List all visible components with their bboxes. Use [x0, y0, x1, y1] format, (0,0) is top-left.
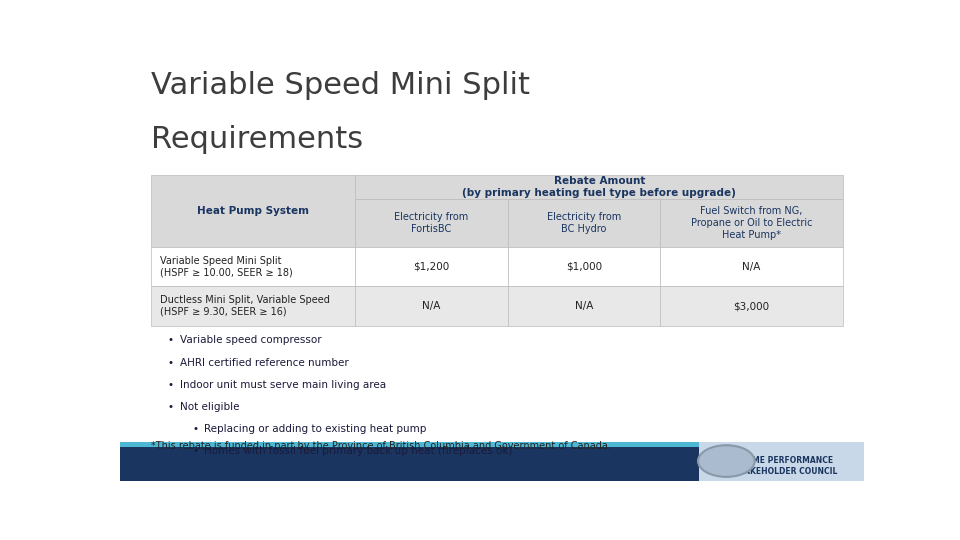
Text: Indoor unit must serve main living area: Indoor unit must serve main living area [180, 380, 386, 389]
FancyBboxPatch shape [508, 247, 660, 286]
FancyBboxPatch shape [355, 286, 508, 326]
FancyBboxPatch shape [660, 199, 843, 247]
Text: Fuel Switch from NG,
Propane or Oil to Electric
Heat Pump*: Fuel Switch from NG, Propane or Oil to E… [691, 206, 812, 240]
FancyBboxPatch shape [120, 442, 864, 447]
Text: Replacing or adding to existing heat pump: Replacing or adding to existing heat pum… [204, 423, 426, 434]
FancyBboxPatch shape [508, 199, 660, 247]
Text: AHRI certified reference number: AHRI certified reference number [180, 357, 348, 368]
Text: N/A: N/A [742, 262, 760, 272]
Text: Electricity from
FortisBC: Electricity from FortisBC [395, 212, 468, 234]
FancyBboxPatch shape [355, 175, 843, 199]
Text: Heat Pump System: Heat Pump System [198, 206, 309, 216]
FancyBboxPatch shape [152, 175, 355, 247]
Circle shape [698, 446, 755, 477]
Text: Electricity from
BC Hydro: Electricity from BC Hydro [546, 212, 621, 234]
Text: STAKEHOLDER COUNCIL: STAKEHOLDER COUNCIL [734, 467, 837, 476]
Text: Ductless Mini Split, Variable Speed
(HSPF ≥ 9.30, SEER ≥ 16): Ductless Mini Split, Variable Speed (HSP… [160, 295, 330, 317]
Text: Requirements: Requirements [152, 125, 364, 154]
Text: Rebate Amount
(by primary heating fuel type before upgrade): Rebate Amount (by primary heating fuel t… [463, 176, 736, 198]
Text: HOME PERFORMANCE: HOME PERFORMANCE [739, 456, 833, 465]
Text: Variable speed compressor: Variable speed compressor [180, 335, 322, 346]
Text: •: • [168, 335, 174, 346]
FancyBboxPatch shape [660, 286, 843, 326]
Text: *This rebate is funded in part by the Province of British Columbia and Governmen: *This rebate is funded in part by the Pr… [152, 441, 612, 451]
FancyBboxPatch shape [699, 442, 864, 481]
Text: Variable Speed Mini Split
(HSPF ≥ 10.00, SEER ≥ 18): Variable Speed Mini Split (HSPF ≥ 10.00,… [160, 256, 293, 278]
Text: •: • [192, 446, 198, 456]
Text: Not eligible: Not eligible [180, 402, 239, 411]
Text: •: • [192, 423, 198, 434]
Text: •: • [168, 402, 174, 411]
Text: N/A: N/A [574, 301, 593, 311]
FancyBboxPatch shape [152, 286, 355, 326]
FancyBboxPatch shape [152, 247, 355, 286]
Text: N/A: N/A [422, 301, 441, 311]
Text: $3,000: $3,000 [733, 301, 770, 311]
Text: $1,000: $1,000 [565, 262, 602, 272]
FancyBboxPatch shape [355, 199, 508, 247]
FancyBboxPatch shape [660, 247, 843, 286]
Text: $1,200: $1,200 [414, 262, 449, 272]
Text: Homes with fossil fuel primary back up heat (fireplaces ok): Homes with fossil fuel primary back up h… [204, 446, 513, 456]
FancyBboxPatch shape [508, 286, 660, 326]
FancyBboxPatch shape [355, 247, 508, 286]
Text: •: • [168, 357, 174, 368]
Text: Variable Speed Mini Split: Variable Speed Mini Split [152, 71, 530, 100]
FancyBboxPatch shape [120, 447, 864, 481]
Text: •: • [168, 380, 174, 389]
